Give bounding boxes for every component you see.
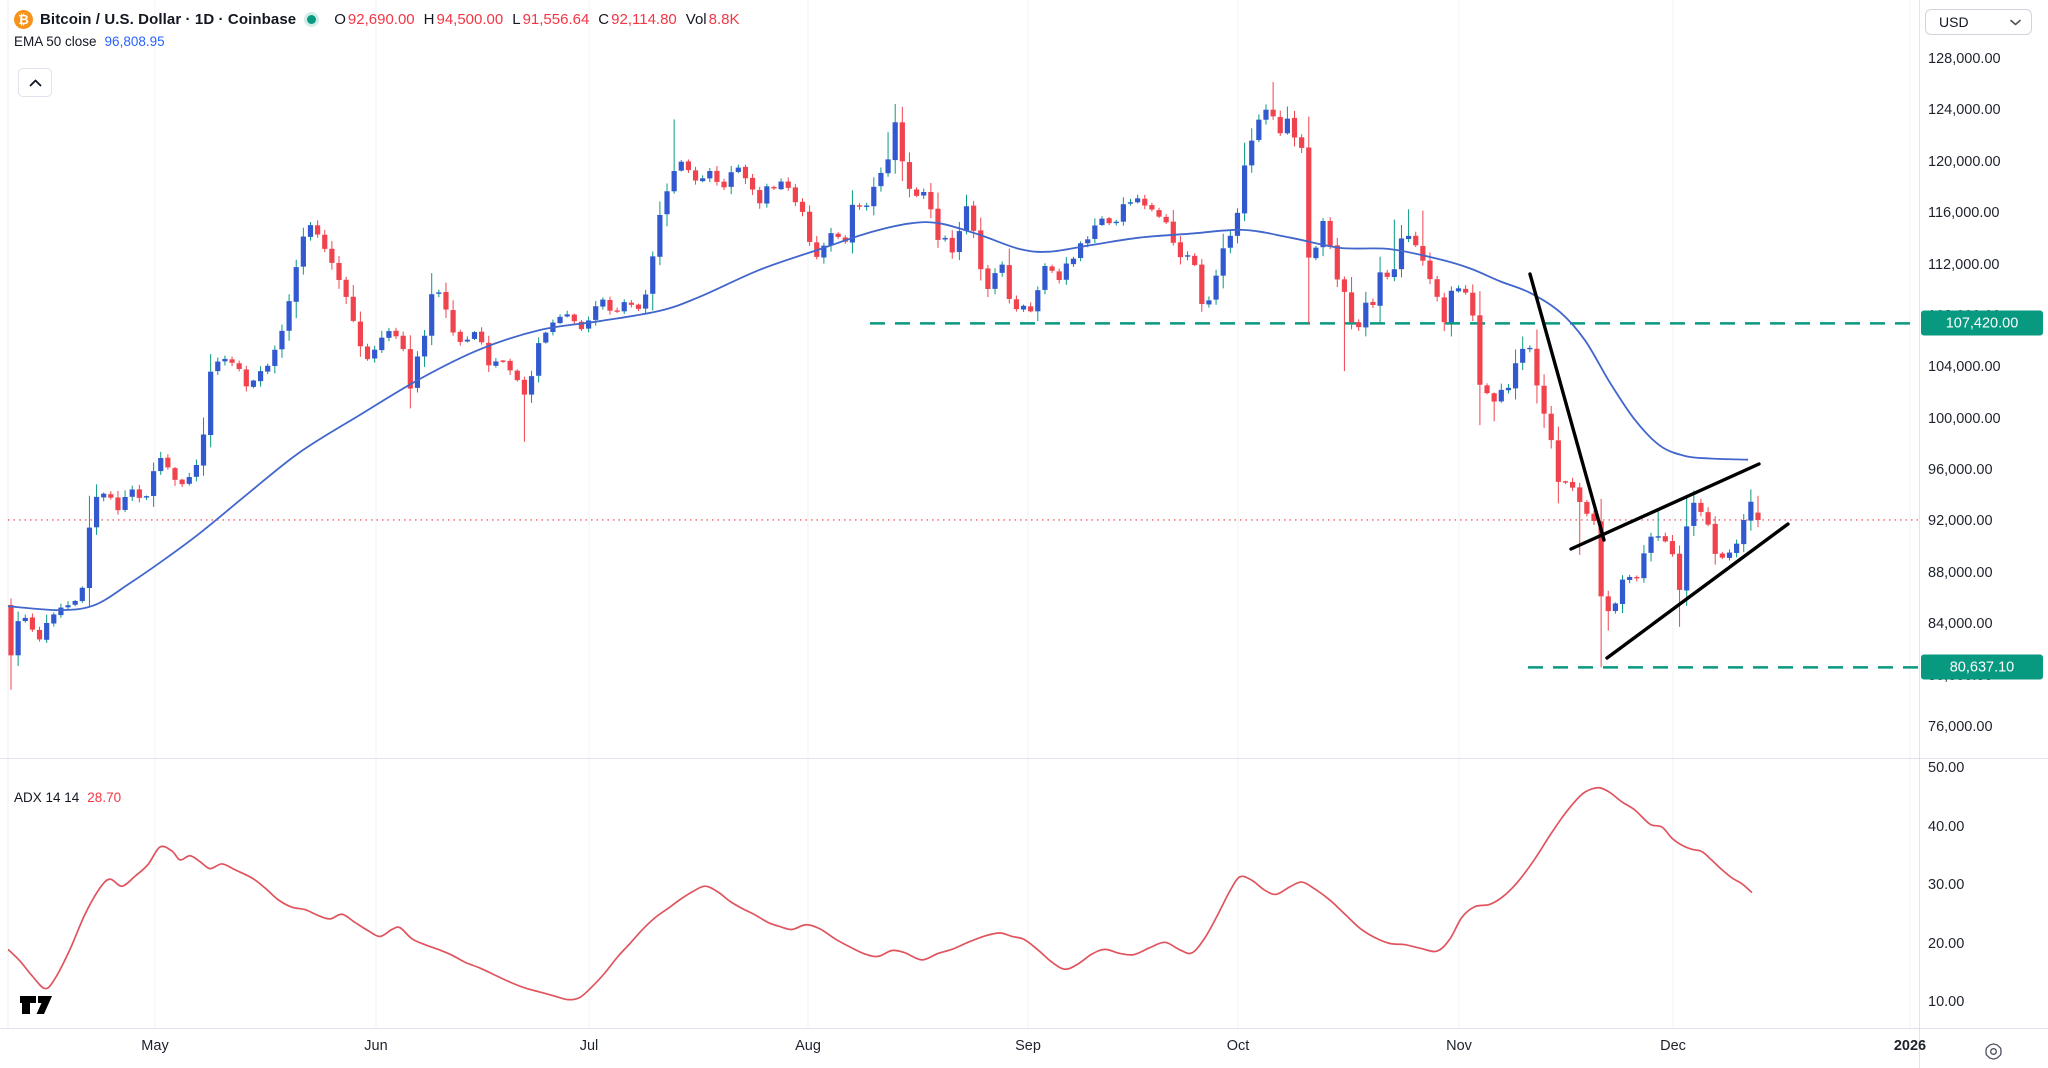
collapse-pane-button[interactable] xyxy=(18,68,52,97)
ohlc-readout: O 92,690.00 H 94,500.00 L 91,556.64 C 92… xyxy=(327,11,739,28)
time-tick-label: Nov xyxy=(1446,1038,1472,1054)
candle-wicks xyxy=(10,82,1759,690)
ema-label: EMA 50 close xyxy=(14,34,97,49)
adx-tick-label: 40.00 xyxy=(1928,818,1965,835)
ema50-line[interactable] xyxy=(8,221,1749,612)
adx-tick-label: 50.00 xyxy=(1928,760,1965,776)
candlestick-series xyxy=(8,109,1761,656)
time-tick-label: Sep xyxy=(1015,1038,1041,1054)
price-tick-label: 112,000.00 xyxy=(1928,256,2000,273)
pane-separator[interactable] xyxy=(0,758,2048,759)
adx-line[interactable] xyxy=(8,786,1753,1001)
time-tick-label: May xyxy=(141,1038,169,1054)
adx-legend-row[interactable]: ADX 14 14 28.70 xyxy=(14,790,121,805)
open-label: O xyxy=(334,10,346,28)
time-tick-label: 2026 xyxy=(1893,1038,1927,1054)
price-tick-label: 120,000.00 xyxy=(1928,153,2001,170)
ema-legend-row[interactable]: EMA 50 close 96,808.95 xyxy=(14,34,165,49)
price-scale-border[interactable] xyxy=(1919,0,1920,1068)
close-label: C xyxy=(598,10,610,28)
trend-line[interactable] xyxy=(1605,522,1790,660)
price-tick-label: 76,000.00 xyxy=(1928,719,1993,735)
open-value: 92,690.00 xyxy=(347,10,415,28)
tradingview-logo[interactable] xyxy=(20,993,58,1020)
symbol-title[interactable]: Bitcoin / U.S. Dollar · 1D · Coinbase xyxy=(40,10,297,28)
adx-value: 28.70 xyxy=(87,790,122,805)
currency-dropdown[interactable]: USD xyxy=(1925,9,2032,35)
time-tick-label: Dec xyxy=(1660,1038,1686,1054)
time-tick-label: Oct xyxy=(1226,1038,1250,1054)
close-value: 92,114.80 xyxy=(611,10,677,28)
settings-gear-icon[interactable] xyxy=(1984,1042,2003,1066)
currency-label: USD xyxy=(1939,14,1969,30)
price-tick-label: 88,000.00 xyxy=(1928,564,1993,581)
price-tick-label: 92,000.00 xyxy=(1928,513,1993,530)
price-level-tag[interactable]: 80,637.10 xyxy=(1921,654,2043,680)
adx-label: ADX 14 14 xyxy=(14,790,80,805)
trend-line[interactable] xyxy=(1528,272,1606,542)
trend-line[interactable] xyxy=(1569,462,1761,551)
chevron-up-icon xyxy=(29,79,41,86)
price-tick-label: 116,000.00 xyxy=(1928,205,2000,222)
adx-tick-label: 20.00 xyxy=(1928,935,1965,952)
grid-lines xyxy=(7,0,1911,1028)
time-tick-label: Jun xyxy=(364,1038,388,1054)
time-axis-border xyxy=(0,1028,2048,1029)
high-value: 94,500.00 xyxy=(436,10,504,28)
low-label: L xyxy=(512,10,521,28)
price-tick-label: 128,000.00 xyxy=(1928,51,2001,67)
time-tick-label: Jul xyxy=(579,1038,599,1054)
price-tick-label: 100,000.00 xyxy=(1928,410,2001,427)
volume-value: 8.8K xyxy=(708,10,740,28)
low-value: 91,556.64 xyxy=(522,10,590,28)
ema-value: 96,808.95 xyxy=(104,34,165,49)
price-level-tag[interactable]: 107,420.00 xyxy=(1921,310,2043,336)
high-label: H xyxy=(423,10,435,28)
market-status-dot xyxy=(307,14,317,24)
main-price-pane[interactable] xyxy=(8,82,1919,690)
price-tick-label: 124,000.00 xyxy=(1928,102,2001,119)
bitcoin-icon: ₿ xyxy=(14,9,33,29)
time-tick-label: Aug xyxy=(795,1038,821,1054)
price-tick-label: 96,000.00 xyxy=(1928,462,1993,479)
adx-pane[interactable] xyxy=(8,786,1753,1001)
price-tick-label: 104,000.00 xyxy=(1928,359,2001,376)
price-tick-label: 84,000.00 xyxy=(1928,616,1993,633)
adx-tick-label: 30.00 xyxy=(1928,877,1965,893)
adx-tick-label: 10.00 xyxy=(1928,994,1965,1010)
volume-label: Vol xyxy=(685,10,707,28)
chevron-down-icon xyxy=(2010,19,2021,25)
